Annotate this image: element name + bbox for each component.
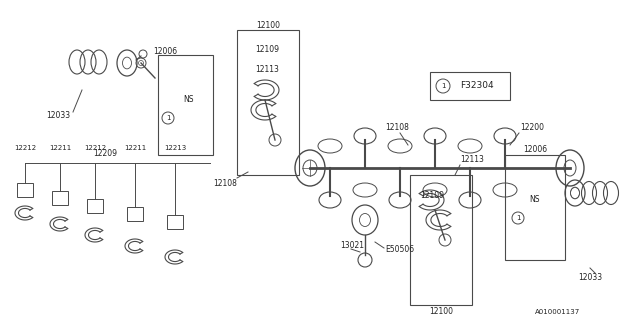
Text: 12113: 12113 [460,156,484,164]
Text: 12100: 12100 [429,308,453,316]
Bar [237,30,299,175]
Text: 12033: 12033 [578,274,602,283]
Text: 12211: 12211 [124,145,146,151]
Bar [430,72,510,100]
Bar [158,55,213,155]
Text: 12033: 12033 [46,110,70,119]
Text: 12109: 12109 [420,190,444,199]
Text: 12006: 12006 [523,146,547,155]
Text: E50506: E50506 [385,245,414,254]
Text: 12100: 12100 [256,20,280,29]
Text: 12113: 12113 [255,66,279,75]
Bar [87,199,103,213]
Text: 1: 1 [441,83,445,89]
Text: 12211: 12211 [49,145,71,151]
Text: A010001137: A010001137 [535,309,580,315]
Text: 12109: 12109 [255,45,279,54]
Text: 1: 1 [516,215,520,221]
Text: NS: NS [183,95,193,105]
Bar [167,215,183,229]
Text: 12209: 12209 [93,148,117,157]
Text: F32304: F32304 [460,82,493,91]
Bar [17,183,33,197]
Text: 12213: 12213 [164,145,186,151]
Bar [505,155,565,260]
Text: 12212: 12212 [84,145,106,151]
Text: NS: NS [530,196,540,204]
Text: 12108: 12108 [385,124,409,132]
Text: 1: 1 [166,115,170,121]
Text: 12212: 12212 [14,145,36,151]
Text: 12200: 12200 [520,124,544,132]
Text: 12006: 12006 [153,47,177,57]
Bar [52,191,68,205]
Text: 12108: 12108 [213,179,237,188]
Bar [410,175,472,305]
Bar [127,207,143,221]
Text: 13021: 13021 [340,241,364,250]
